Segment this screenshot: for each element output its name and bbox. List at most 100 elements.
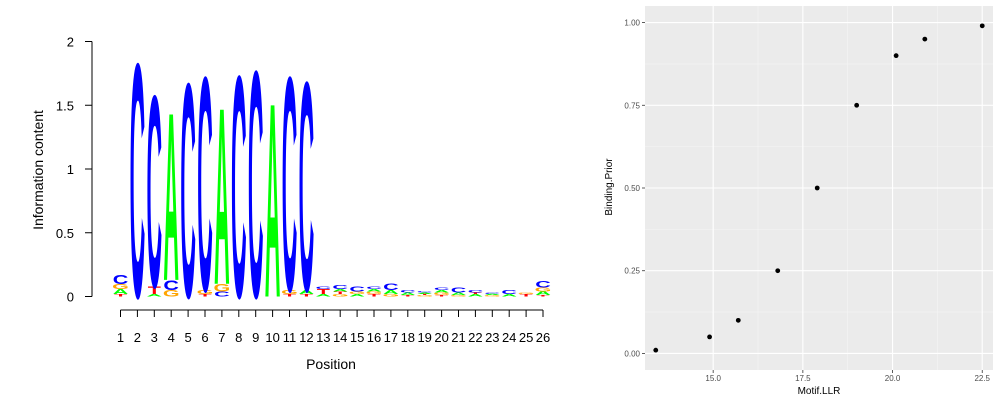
logo-x-tick-label: 23: [485, 330, 499, 345]
logo-x-tick-label: 6: [201, 330, 208, 345]
svg-text:T: T: [367, 293, 381, 297]
scatter-x-tick-label: 15.0: [705, 374, 721, 383]
logo-x-tick-label: 15: [350, 330, 364, 345]
logo-x-tick-label: 2: [134, 330, 141, 345]
logo-letter-A: A: [366, 288, 382, 292]
logo-letter-A: A: [383, 290, 399, 296]
logo-letter-C: C: [316, 286, 332, 290]
logo-letter-T: T: [401, 295, 415, 297]
svg-text:C: C: [299, 19, 315, 353]
scatter-y-tick-label: 1.00: [624, 19, 640, 28]
logo-letter-C: C: [332, 284, 348, 290]
svg-text:T: T: [334, 291, 348, 295]
svg-text:T: T: [148, 285, 162, 297]
scatter-y-tick-label: 0.00: [624, 349, 640, 358]
svg-text:C: C: [163, 277, 179, 293]
svg-text:G: G: [535, 287, 552, 293]
svg-text:T: T: [300, 293, 314, 297]
svg-text:C: C: [366, 286, 382, 290]
logo-letter-A: A: [214, 57, 230, 339]
logo-letter-C: C: [147, 40, 163, 346]
scatter-points: [653, 23, 985, 353]
svg-text:A: A: [501, 293, 517, 297]
logo-letter-G: G: [332, 293, 349, 297]
logo-letter-C: C: [501, 290, 517, 296]
logo-letter-G: G: [349, 291, 366, 295]
logo-letter-A: A: [451, 292, 467, 296]
logo-letter-C: C: [349, 285, 365, 293]
scatter-x-tick-label: 17.5: [795, 374, 811, 383]
logo-letter-G: G: [281, 290, 298, 296]
svg-text:G: G: [433, 292, 450, 296]
svg-text:G: G: [416, 295, 433, 297]
scatter-point: [922, 36, 928, 42]
logo-x-tick-label: 24: [502, 330, 516, 345]
logo-letter-G: G: [214, 282, 231, 294]
logo-x-tick-label: 7: [218, 330, 225, 345]
svg-text:G: G: [197, 290, 214, 296]
scatter-point: [814, 185, 820, 191]
logo-letter-C: C: [434, 287, 450, 291]
logo-letter-G: G: [450, 295, 467, 297]
logo-letter-A: A: [468, 293, 484, 297]
logo-x-tick-label: 19: [417, 330, 431, 345]
logo-letter-T: T: [283, 293, 297, 297]
svg-text:A: A: [400, 292, 416, 296]
svg-text:T: T: [401, 295, 415, 297]
logo-y-tick-label: 1: [67, 162, 74, 177]
scatter-y-tick-label: 0.75: [624, 101, 640, 110]
svg-text:G: G: [383, 293, 400, 297]
svg-text:A: A: [451, 292, 467, 296]
logo-y-tick-label: 0.5: [56, 226, 74, 241]
svg-text:C: C: [248, 3, 264, 366]
logo-letter-C: C: [282, 14, 298, 357]
logo-x-tick-label: 12: [299, 330, 313, 345]
logo-letter-C: C: [163, 277, 179, 293]
logo-letter-T: T: [418, 294, 432, 296]
svg-text:A: A: [316, 293, 332, 297]
scatter-x-axis-title: Motif.LLR: [798, 386, 841, 397]
scatter-y-axis-title: Binding.Prior: [604, 158, 615, 216]
logo-letter-T: T: [334, 291, 348, 295]
svg-text:G: G: [332, 293, 349, 297]
logo-letter-G: G: [383, 293, 400, 297]
svg-text:C: C: [147, 40, 163, 346]
logo-letter-G: G: [518, 292, 535, 294]
svg-text:C: C: [434, 287, 450, 291]
logo-letter-C: C: [468, 290, 484, 294]
svg-text:A: A: [113, 288, 129, 296]
svg-text:A: A: [417, 292, 433, 294]
svg-text:G: G: [349, 291, 366, 295]
svg-text:T: T: [317, 288, 330, 296]
logo-letter-A: A: [147, 293, 163, 297]
logo-letter-C: C: [214, 290, 230, 298]
svg-text:C: C: [316, 286, 332, 290]
svg-text:C: C: [130, 0, 146, 368]
logo-x-tick-label: 13: [316, 330, 330, 345]
logo-letter-C: C: [417, 291, 433, 293]
logo-x-axis-title: Position: [306, 356, 356, 372]
svg-text:G: G: [112, 283, 129, 291]
scatter-point: [735, 317, 741, 323]
logo-letter-G: G: [416, 295, 433, 297]
logo-letter-C: C: [130, 0, 146, 368]
logo-x-tick-label: 4: [168, 330, 175, 345]
logo-letter-G: G: [163, 289, 180, 299]
svg-text:A: A: [265, 46, 281, 356]
scatter-panel: 15.0 17.5 20.0 22.5 0.00 0.25 0.50 0.75 1.00 Mot…: [604, 6, 993, 397]
svg-text:C: C: [485, 292, 501, 294]
scatter-point: [979, 23, 985, 29]
scatter-point: [707, 334, 712, 340]
svg-text:T: T: [418, 294, 432, 296]
logo-y-tick-label: 1.5: [56, 98, 74, 113]
logo-letter-G: G: [112, 283, 129, 291]
logo-x-tick-label: 14: [333, 330, 347, 345]
logo-letter-G: G: [366, 291, 383, 295]
logo-letter-A: A: [434, 290, 450, 294]
svg-text:C: C: [451, 286, 467, 294]
svg-text:C: C: [332, 284, 348, 290]
svg-text:C: C: [180, 20, 196, 363]
logo-x-tick-label: 26: [536, 330, 550, 345]
